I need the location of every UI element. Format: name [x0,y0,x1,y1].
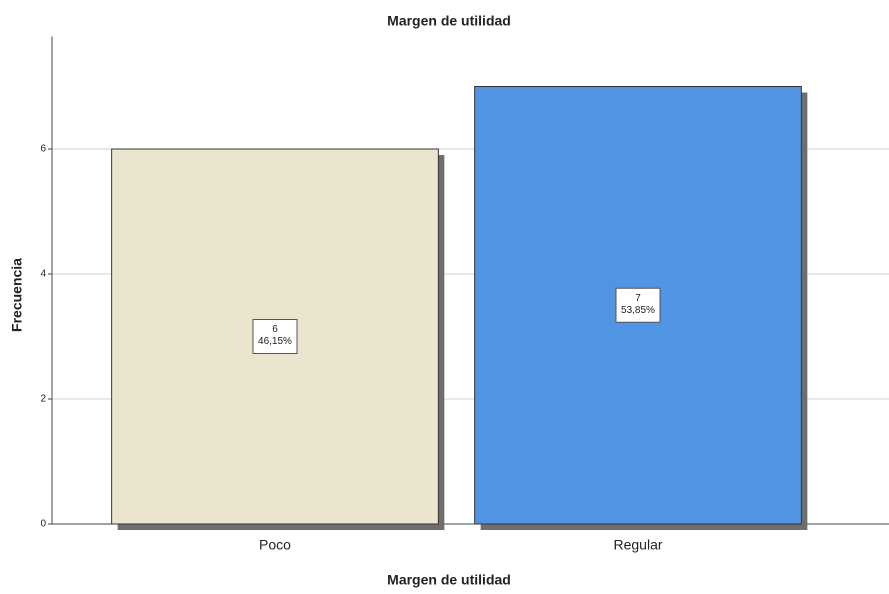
chart-title: Margen de utilidad [387,13,511,29]
x-axis-label: Margen de utilidad [387,572,511,588]
y-tick-label: 2 [40,394,46,405]
data-label-percent: 53,85% [621,305,655,316]
y-tick-label: 4 [40,269,46,280]
data-label-box [252,319,298,354]
y-axis-label: Frecuencia [9,258,25,332]
x-tick-label: Poco [259,537,291,553]
data-label: 7 [635,293,641,304]
data-label-box [615,287,661,323]
x-tick-label: Regular [613,537,662,553]
y-tick-label: 0 [40,519,46,530]
y-tick-label: 6 [40,144,46,155]
data-label-percent: 46,15% [258,336,292,347]
data-label: 6 [272,324,278,335]
